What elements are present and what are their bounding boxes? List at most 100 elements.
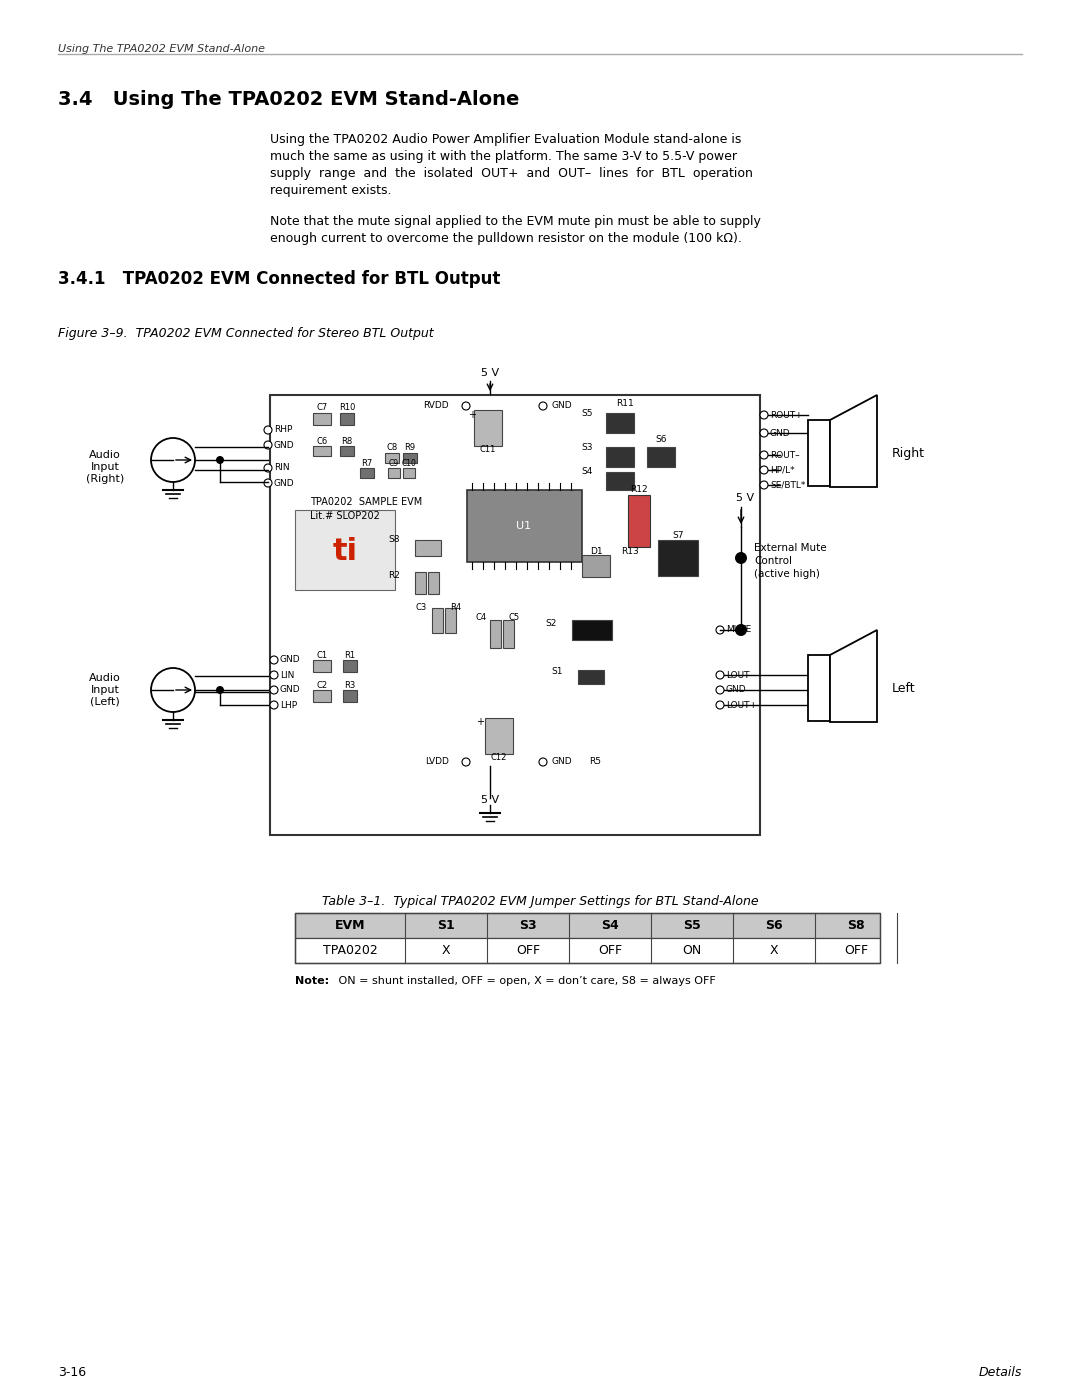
Circle shape (760, 411, 768, 419)
Text: 5 V: 5 V (481, 795, 499, 805)
Bar (503, 620, 514, 648)
Circle shape (735, 552, 747, 564)
Bar (270, 395, 760, 835)
Bar (360, 468, 374, 478)
Text: ON = shunt installed, OFF = open, X = don’t care, S8 = always OFF: ON = shunt installed, OFF = open, X = do… (328, 977, 716, 986)
Circle shape (539, 402, 546, 409)
Text: TPA0202  SAMPLE EVM: TPA0202 SAMPLE EVM (310, 497, 422, 507)
Text: Left: Left (892, 682, 916, 694)
Bar (415, 541, 441, 556)
Text: Figure 3–9.  TPA0202 EVM Connected for Stereo BTL Output: Figure 3–9. TPA0202 EVM Connected for St… (58, 327, 434, 339)
Circle shape (735, 624, 747, 636)
Bar (432, 608, 443, 633)
Bar (606, 447, 634, 467)
Text: R3: R3 (345, 680, 355, 690)
Text: C3: C3 (416, 604, 427, 612)
Bar (658, 541, 698, 576)
Text: Table 3–1.  Typical TPA0202 EVM Jumper Settings for BTL Stand-Alone: Table 3–1. Typical TPA0202 EVM Jumper Se… (322, 895, 758, 908)
Text: (active high): (active high) (754, 569, 820, 578)
Text: Input: Input (91, 462, 120, 472)
Text: OFF: OFF (843, 944, 868, 957)
Text: D1: D1 (590, 546, 603, 556)
Text: LOUT+: LOUT+ (726, 700, 757, 710)
Text: External Mute: External Mute (754, 543, 826, 553)
Text: +: + (468, 409, 476, 420)
Circle shape (760, 429, 768, 437)
Text: C7: C7 (316, 404, 327, 412)
Text: GND: GND (274, 479, 295, 488)
Text: (Right): (Right) (86, 474, 124, 483)
Circle shape (539, 759, 546, 766)
Text: GND: GND (770, 429, 791, 437)
Bar (606, 472, 634, 490)
Text: GND: GND (280, 655, 300, 665)
Text: U1: U1 (516, 521, 531, 531)
Text: LIN: LIN (280, 671, 295, 679)
Text: Lit.# SLOP202: Lit.# SLOP202 (310, 511, 380, 521)
Text: GND: GND (551, 757, 571, 767)
Text: TPA0202: TPA0202 (323, 944, 377, 957)
Text: supply  range  and  the  isolated  OUT+  and  OUT–  lines  for  BTL  operation: supply range and the isolated OUT+ and O… (270, 168, 753, 180)
Text: C5: C5 (509, 612, 519, 622)
Circle shape (716, 686, 724, 694)
Text: C6: C6 (316, 436, 327, 446)
Circle shape (760, 451, 768, 460)
Text: R5: R5 (589, 757, 600, 767)
Text: GND: GND (280, 686, 300, 694)
Text: 5 V: 5 V (735, 493, 754, 503)
Text: S3: S3 (519, 919, 537, 932)
Bar (388, 468, 400, 478)
Circle shape (760, 467, 768, 474)
Text: R7: R7 (362, 458, 373, 468)
Bar (808, 420, 831, 486)
Text: S1: S1 (437, 919, 455, 932)
Text: 3.4   Using The TPA0202 EVM Stand-Alone: 3.4 Using The TPA0202 EVM Stand-Alone (58, 89, 519, 109)
Text: C1: C1 (316, 651, 327, 659)
Bar (485, 718, 513, 754)
Bar (578, 671, 604, 685)
Text: S4: S4 (602, 919, 619, 932)
Bar (295, 914, 880, 937)
Circle shape (151, 439, 195, 482)
Text: Note:: Note: (295, 977, 329, 986)
Bar (606, 414, 634, 433)
Circle shape (216, 455, 224, 464)
Text: OFF: OFF (598, 944, 622, 957)
Polygon shape (831, 630, 877, 722)
Bar (627, 495, 650, 548)
Circle shape (462, 759, 470, 766)
Text: S5: S5 (684, 919, 701, 932)
Circle shape (270, 686, 278, 694)
Text: Audio: Audio (90, 450, 121, 460)
Text: C11: C11 (480, 446, 496, 454)
Text: much the same as using it with the platform. The same 3-V to 5.5-V power: much the same as using it with the platf… (270, 149, 737, 163)
Text: ROUT–: ROUT– (770, 450, 799, 460)
Text: Details: Details (978, 1365, 1022, 1379)
Bar (467, 490, 582, 562)
Circle shape (264, 426, 272, 434)
Text: S4: S4 (582, 468, 593, 476)
Text: +: + (476, 717, 484, 726)
Bar (340, 414, 354, 425)
Bar (490, 620, 501, 648)
Text: GND: GND (274, 440, 295, 450)
Circle shape (270, 657, 278, 664)
Text: HP/L*: HP/L* (770, 465, 795, 475)
Bar (474, 409, 502, 446)
Bar (295, 914, 880, 963)
Text: C2: C2 (316, 680, 327, 690)
Text: C4: C4 (475, 612, 487, 622)
Text: ROUT+: ROUT+ (770, 411, 802, 419)
Circle shape (760, 481, 768, 489)
Bar (403, 468, 415, 478)
Text: RHP: RHP (274, 426, 293, 434)
Text: ti: ti (333, 538, 357, 567)
Text: R13: R13 (621, 546, 639, 556)
Text: S6: S6 (766, 919, 783, 932)
Text: Note that the mute signal applied to the EVM mute pin must be able to supply: Note that the mute signal applied to the… (270, 215, 761, 228)
Bar (313, 446, 330, 455)
Circle shape (264, 479, 272, 488)
Text: Using The TPA0202 EVM Stand-Alone: Using The TPA0202 EVM Stand-Alone (58, 43, 265, 54)
Bar (445, 608, 456, 633)
Text: enough current to overcome the pulldown resistor on the module (100 kΩ).: enough current to overcome the pulldown … (270, 232, 742, 244)
